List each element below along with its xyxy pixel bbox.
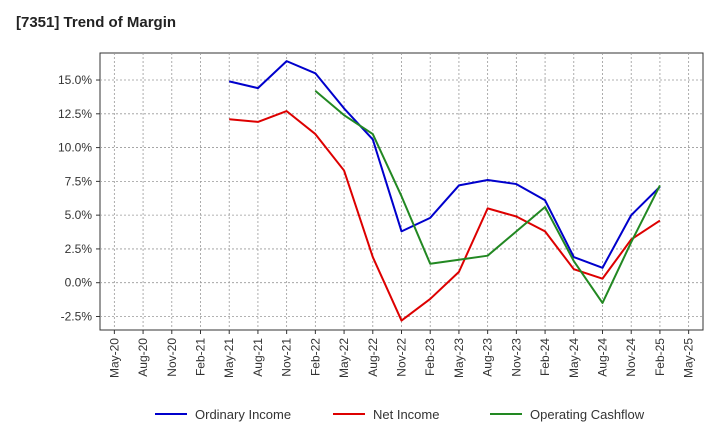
- x-tick-label: May-21: [222, 338, 236, 378]
- series-line-net-income: [229, 110, 661, 322]
- x-tick-label: Aug-21: [251, 338, 265, 377]
- x-tick-label: Nov-24: [624, 338, 638, 377]
- legend: Ordinary Income Net Income Operating Cashf…: [155, 407, 645, 422]
- x-tick-label: Aug-24: [596, 338, 610, 377]
- series-lines: [228, 60, 661, 322]
- y-tick-label: 5.0%: [65, 208, 93, 222]
- x-tick-label: Nov-23: [509, 338, 523, 377]
- x-tick-label: Aug-20: [136, 338, 150, 377]
- x-tick-label: May-20: [107, 338, 121, 378]
- x-tick-label: May-23: [452, 338, 466, 378]
- series-line-operating-cashflow: [314, 90, 661, 304]
- x-tick-label: May-22: [337, 338, 351, 378]
- x-tick-label: May-24: [567, 338, 581, 378]
- chart-title: [7351] Trend of Margin: [16, 14, 177, 31]
- series-line-ordinary-income: [228, 60, 661, 269]
- x-tick-label: Nov-20: [165, 338, 179, 377]
- x-tick-label: Feb-23: [423, 338, 437, 376]
- x-tick-label: Feb-22: [308, 338, 322, 376]
- y-tick-label: 7.5%: [65, 174, 93, 188]
- grid-lines: [100, 53, 703, 330]
- plot-area: [99, 52, 704, 331]
- y-tick-label: 2.5%: [65, 242, 93, 256]
- legend-label-net-income: Net Income: [373, 407, 439, 422]
- x-tick-label: Feb-24: [538, 338, 552, 376]
- y-tick-label: -2.5%: [61, 309, 93, 323]
- y-tick-label: 15.0%: [58, 73, 92, 87]
- legend-label-operating-cashflow: Operating Cashflow: [530, 407, 645, 422]
- x-tick-label: Nov-21: [280, 338, 294, 377]
- y-tick-label: 12.5%: [58, 107, 92, 121]
- x-tick-label: Feb-21: [194, 338, 208, 376]
- x-tick-label: May-25: [682, 338, 696, 378]
- x-tick-label: Aug-23: [481, 338, 495, 377]
- x-tick-label: Aug-22: [366, 338, 380, 377]
- x-tick-label: Nov-22: [395, 338, 409, 377]
- y-tick-label: 10.0%: [58, 141, 92, 155]
- x-tick-label: Feb-25: [653, 338, 667, 376]
- legend-label-ordinary-income: Ordinary Income: [195, 407, 291, 422]
- y-tick-label: 0.0%: [65, 276, 93, 290]
- x-axis: May-20 Aug-20 Nov-20 Feb-21 May-21 Aug-21 Nov-…: [107, 330, 696, 378]
- y-axis: -2.5% 0.0% 2.5% 5.0% 7.5% 10.0% 12.5% 15.0%: [58, 73, 100, 323]
